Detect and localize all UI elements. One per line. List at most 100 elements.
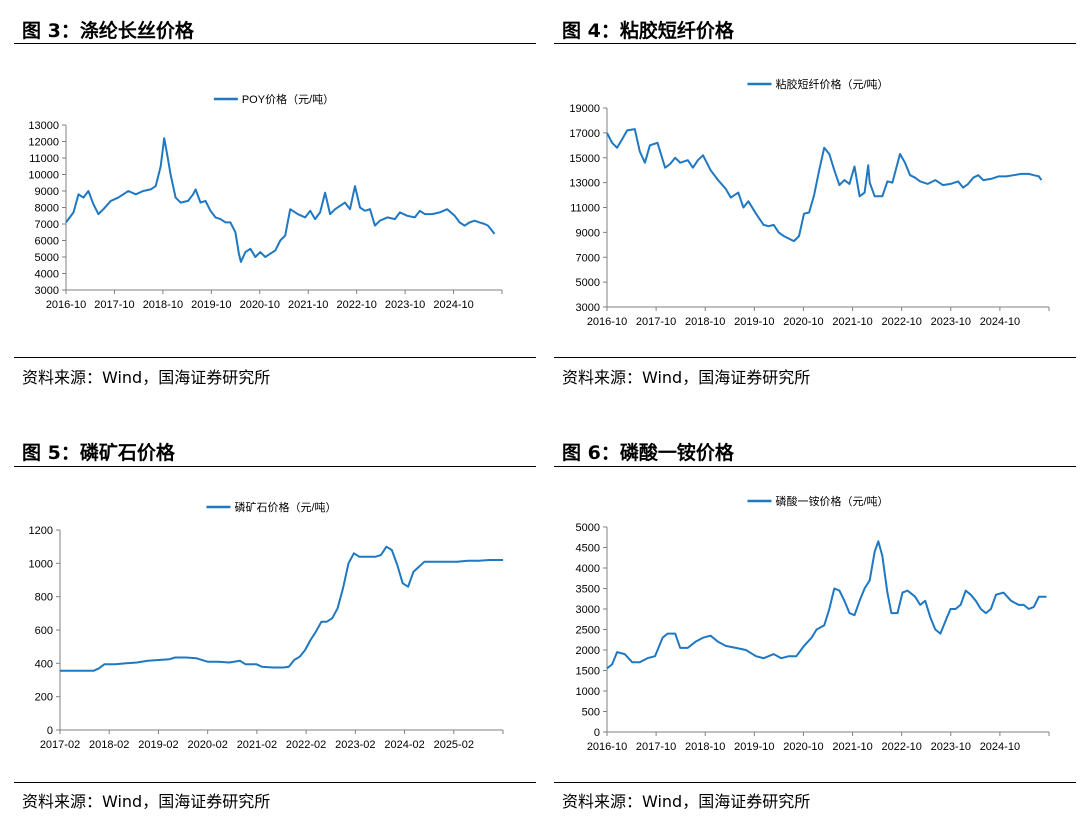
y-tick-label: 4500 xyxy=(576,543,600,555)
y-tick-label: 1000 xyxy=(29,558,53,570)
x-tick-label: 2018-10 xyxy=(143,299,183,311)
figure-3-source: 资料来源：Wind，国海证券研究所 xyxy=(22,368,271,387)
legend-label: POY价格（元/吨） xyxy=(242,92,334,106)
x-tick-label: 2020-10 xyxy=(783,741,823,753)
figure-6-chart: 0 500 1000 1500 2000 2500 3000 3500 4000 4500 5000… xyxy=(576,494,1050,753)
y-tick-label: 2500 xyxy=(576,625,600,637)
x-tick-label: 2022-10 xyxy=(881,316,921,328)
x-tick-label: 2021-02 xyxy=(237,739,277,751)
y-tick-label: 13000 xyxy=(569,178,600,190)
x-tick-label: 2023-02 xyxy=(335,739,375,751)
x-tick-label: 2025-02 xyxy=(434,739,474,751)
x-tick-label: 2018-10 xyxy=(685,316,725,328)
figure-4-top-rule xyxy=(554,43,1076,44)
x-tick-label: 2016-10 xyxy=(587,741,627,753)
figure-6-panel: 图 6：磷酸一铵价格 0 500 1000 1500 2000 2500 3000 3500 4… xyxy=(540,408,1080,816)
y-tick-label: 10000 xyxy=(28,170,59,182)
x-tick-label: 2019-10 xyxy=(734,741,774,753)
y-tick-label: 200 xyxy=(35,692,53,704)
y-tick-label: 400 xyxy=(35,658,53,670)
y-tick-label: 17000 xyxy=(569,128,600,140)
y-tick-label: 7000 xyxy=(576,252,600,264)
y-tick-label: 15000 xyxy=(569,153,600,165)
x-tick-label: 2021-10 xyxy=(288,299,328,311)
x-tick-label: 2017-10 xyxy=(636,741,676,753)
x-tick-label: 2024-10 xyxy=(980,741,1020,753)
y-tick-label: 0 xyxy=(594,727,600,739)
y-tick-label: 1200 xyxy=(29,525,53,537)
legend: 磷酸一铵价格（元/吨） xyxy=(747,494,889,508)
figure-4-source: 资料来源：Wind，国海证券研究所 xyxy=(562,368,811,387)
y-tick-label: 0 xyxy=(47,725,53,737)
x-tick-label: 2023-10 xyxy=(931,316,971,328)
legend: 磷矿石价格（元/吨） xyxy=(206,500,337,514)
x-tick-label: 2022-10 xyxy=(881,741,921,753)
x-tick-label: 2016-10 xyxy=(587,316,627,328)
x-tick-label: 2020-10 xyxy=(783,316,823,328)
y-tick-label: 3000 xyxy=(35,285,59,297)
series-line xyxy=(606,128,1043,243)
legend: POY价格（元/吨） xyxy=(213,92,334,106)
x-tick-label: 2021-10 xyxy=(832,741,872,753)
figure-5-chart: 0 200 400 600 800 1000 1200 2017-02 2018-02 2019-… xyxy=(29,500,504,751)
figure-6-top-rule xyxy=(554,466,1076,467)
y-tick-label: 4000 xyxy=(576,563,600,575)
y-tick-label: 800 xyxy=(35,592,53,604)
figure-3-chart: 3000 4000 5000 6000 7000 8000 9000 10000 11000 12… xyxy=(28,92,503,311)
figure-5-panel: 图 5：磷矿石价格 0 200 400 600 800 1000 1200 2017-02 20… xyxy=(0,408,540,816)
x-tick-label: 2020-10 xyxy=(240,299,280,311)
x-tick-label: 2022-10 xyxy=(336,299,376,311)
figure-4-title: 图 4：粘胶短纤价格 xyxy=(562,20,734,42)
figure-5-source: 资料来源：Wind，国海证券研究所 xyxy=(22,792,271,811)
y-tick-label: 8000 xyxy=(35,203,59,215)
y-tick-label: 7000 xyxy=(35,219,59,231)
legend: 粘胶短纤价格（元/吨） xyxy=(747,77,889,91)
y-tick-label: 12000 xyxy=(28,137,59,149)
y-tick-label: 5000 xyxy=(576,277,600,289)
y-tick-label: 500 xyxy=(582,707,600,719)
figure-4-chart: 3000 5000 7000 9000 11000 13000 15000 17000 1900… xyxy=(569,77,1050,328)
y-tick-label: 9000 xyxy=(576,227,600,239)
y-tick-label: 2000 xyxy=(576,645,600,657)
figure-5-title: 图 5：磷矿石价格 xyxy=(22,442,175,464)
figure-5-bottom-rule xyxy=(14,782,536,783)
y-tick-label: 3000 xyxy=(576,302,600,314)
x-tick-label: 2017-02 xyxy=(40,739,80,751)
x-tick-label: 2017-10 xyxy=(94,299,134,311)
legend-label: 磷酸一铵价格（元/吨） xyxy=(775,494,888,508)
y-tick-label: 3000 xyxy=(576,604,600,616)
y-tick-label: 4000 xyxy=(35,269,59,281)
figure-4-panel: 图 4：粘胶短纤价格 3000 5000 7000 9000 11000 13000 150… xyxy=(540,0,1080,408)
x-tick-label: 2022-02 xyxy=(286,739,326,751)
x-tick-label: 2023-10 xyxy=(931,741,971,753)
x-tick-label: 2020-02 xyxy=(187,739,227,751)
figure-6-source: 资料来源：Wind，国海证券研究所 xyxy=(562,792,811,811)
x-tick-label: 2024-10 xyxy=(433,299,473,311)
figure-6-bottom-rule xyxy=(554,782,1076,783)
y-tick-label: 6000 xyxy=(35,236,59,248)
figure-3-bottom-rule xyxy=(14,357,536,358)
y-tick-label: 1000 xyxy=(576,686,600,698)
y-tick-label: 3500 xyxy=(576,584,600,596)
x-tick-label: 2016-10 xyxy=(46,299,86,311)
y-tick-label: 11000 xyxy=(570,203,600,215)
x-tick-label: 2019-10 xyxy=(734,316,774,328)
x-tick-label: 2018-10 xyxy=(685,741,725,753)
legend-label: 磷矿石价格（元/吨） xyxy=(234,500,336,514)
y-tick-label: 5000 xyxy=(576,522,600,534)
x-tick-label: 2024-10 xyxy=(980,316,1020,328)
figure-5-top-rule xyxy=(14,466,536,467)
x-tick-label: 2023-10 xyxy=(385,299,425,311)
y-tick-label: 11000 xyxy=(29,153,59,165)
x-tick-label: 2017-10 xyxy=(636,316,676,328)
y-tick-label: 19000 xyxy=(569,103,600,115)
y-tick-label: 13000 xyxy=(28,120,59,132)
figure-6-title: 图 6：磷酸一铵价格 xyxy=(562,442,734,464)
y-tick-label: 9000 xyxy=(35,186,59,198)
series-line xyxy=(606,540,1047,670)
y-tick-label: 600 xyxy=(35,625,53,637)
x-tick-label: 2019-10 xyxy=(191,299,231,311)
legend-label: 粘胶短纤价格（元/吨） xyxy=(775,77,888,91)
figure-3-top-rule xyxy=(14,43,536,44)
x-tick-label: 2019-02 xyxy=(138,739,178,751)
